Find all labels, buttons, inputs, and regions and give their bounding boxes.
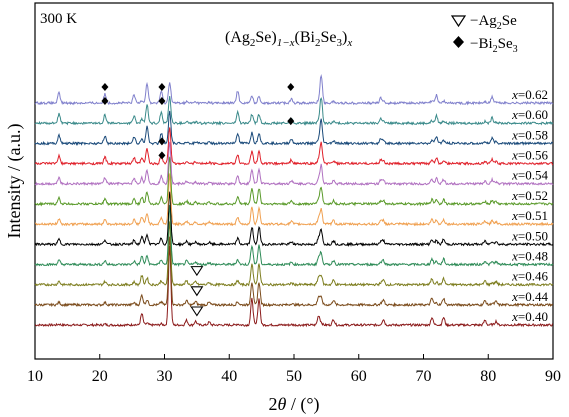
legend-subscript: 3 bbox=[513, 44, 518, 55]
bi2se3-legend-marker bbox=[453, 36, 464, 48]
xrd-trace bbox=[34, 205, 554, 267]
x-tick-label: 90 bbox=[545, 368, 561, 385]
xrd-trace bbox=[34, 96, 554, 126]
temperature-label: 300 K bbox=[40, 11, 77, 27]
series-label: x=0.56 bbox=[511, 148, 548, 163]
series-label: x=0.51 bbox=[511, 208, 548, 223]
ag2se-marker bbox=[190, 306, 204, 317]
legend-subscript: 2 bbox=[497, 21, 502, 32]
x-axis-label: 2θ / (°) bbox=[268, 394, 319, 415]
series-label: x=0.52 bbox=[511, 188, 548, 203]
legend-entry-bi2se3: −Bi2Se3 bbox=[470, 36, 518, 55]
legend-text: −Bi bbox=[470, 36, 493, 52]
series-label: x=0.60 bbox=[511, 107, 548, 122]
bi2se3-marker bbox=[158, 151, 166, 160]
title-subscript: 1−x bbox=[277, 37, 295, 49]
title-part: ) bbox=[342, 29, 347, 46]
title-part: Se) bbox=[255, 29, 276, 46]
legend-text: Se bbox=[502, 13, 517, 29]
ag2se-marker bbox=[190, 266, 204, 277]
trace-group bbox=[34, 74, 554, 328]
title-subscript: x bbox=[346, 37, 352, 49]
x-axis-ticks: 10 20 30 40 50 60 70 80 90 bbox=[27, 354, 561, 385]
legend-text: Se bbox=[498, 36, 513, 52]
ag2se-legend-marker bbox=[450, 15, 467, 28]
title-part: (Bi bbox=[295, 29, 316, 46]
series-label: x=0.48 bbox=[511, 248, 548, 263]
title-subscript: 2 bbox=[250, 37, 256, 49]
title-part: Se bbox=[320, 29, 336, 46]
xrd-trace bbox=[34, 141, 554, 187]
ag2se-marker bbox=[190, 286, 204, 297]
series-label: x=0.58 bbox=[511, 127, 548, 142]
bi2se3-marker bbox=[158, 137, 166, 146]
x-tick-label: 50 bbox=[286, 368, 302, 385]
xrd-trace bbox=[34, 74, 554, 106]
bi2se3-marker bbox=[101, 97, 109, 105]
xrd-trace bbox=[34, 156, 554, 207]
bi2se3-marker bbox=[287, 83, 295, 91]
x-axis-label-theta: θ bbox=[277, 394, 286, 414]
xrd-trace bbox=[34, 245, 554, 328]
title-subscript: 2 bbox=[315, 37, 321, 49]
title-part: (Ag bbox=[225, 29, 250, 46]
series-label-group: x=0.40 x=0.44 x=0.46 x=0.48 x=0.50 x=0.51 x=0.… bbox=[511, 87, 548, 324]
x-tick-label: 60 bbox=[351, 368, 367, 385]
bi2se3-marker bbox=[158, 97, 166, 105]
series-label: x=0.54 bbox=[511, 168, 548, 183]
y-axis-label: Intensity / (a.u.) bbox=[4, 124, 25, 239]
x-tick-label: 70 bbox=[416, 368, 432, 385]
bi2se3-marker bbox=[158, 83, 166, 91]
title-subscript: 3 bbox=[336, 37, 342, 49]
marker-group bbox=[101, 83, 295, 317]
xrd-trace bbox=[35, 127, 554, 167]
series-label: x=0.40 bbox=[511, 309, 548, 324]
xrd-trace bbox=[34, 191, 554, 247]
chart-title: (Ag2Se)1−x(Bi2Se3)x bbox=[225, 29, 352, 49]
series-label: x=0.46 bbox=[511, 269, 548, 284]
x-tick-label: 40 bbox=[221, 368, 237, 385]
x-tick-label: 30 bbox=[157, 368, 173, 385]
bi2se3-marker bbox=[287, 117, 295, 126]
xrd-trace bbox=[35, 173, 554, 227]
bi2se3-marker bbox=[101, 83, 109, 91]
xrd-trace bbox=[34, 221, 554, 288]
x-axis-label-part: / (°) bbox=[286, 394, 319, 415]
series-label: x=0.44 bbox=[511, 289, 548, 304]
x-tick-label: 20 bbox=[92, 368, 108, 385]
legend-text: −Ag bbox=[470, 13, 497, 29]
x-axis-label-part: 2 bbox=[268, 394, 277, 414]
series-label: x=0.62 bbox=[511, 87, 548, 102]
xrd-trace bbox=[34, 110, 554, 146]
legend: −Ag2Se −Bi2Se3 bbox=[450, 13, 518, 55]
legend-entry-ag2se: −Ag2Se bbox=[470, 13, 517, 32]
x-tick-label: 80 bbox=[480, 368, 496, 385]
xrd-trace bbox=[34, 236, 553, 308]
x-tick-label: 10 bbox=[27, 368, 43, 385]
legend-subscript: 2 bbox=[493, 44, 498, 55]
series-label: x=0.50 bbox=[511, 228, 548, 243]
